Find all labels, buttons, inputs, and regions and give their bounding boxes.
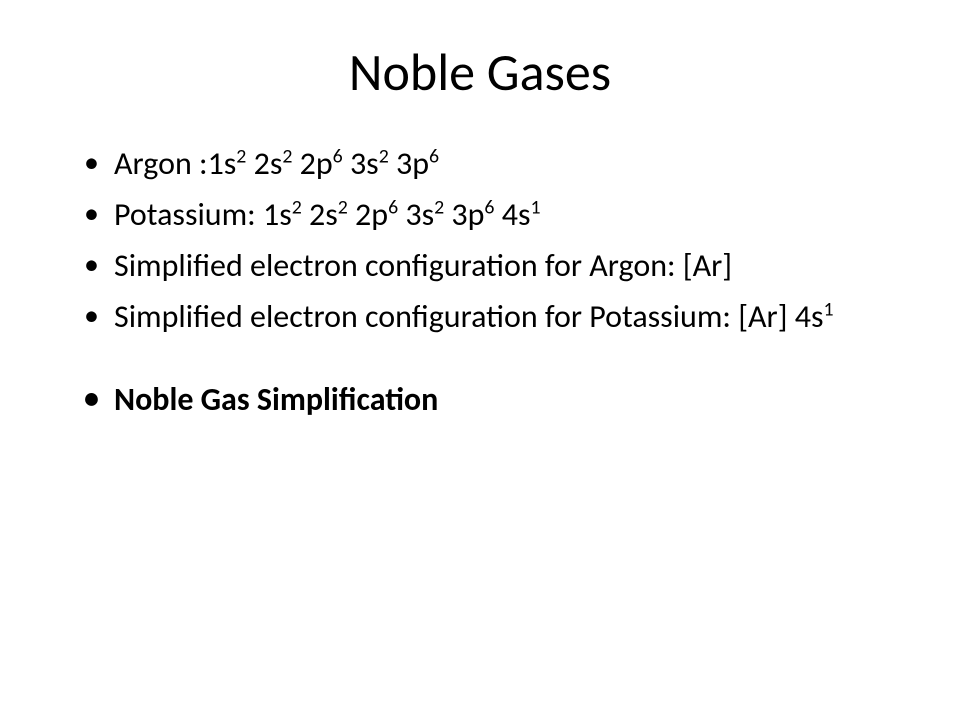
orbital: 3s: [405, 195, 434, 234]
superscript: 6: [388, 195, 398, 219]
orbital: 2p: [300, 144, 333, 183]
orbital: 3s: [350, 144, 379, 183]
superscript: 6: [333, 144, 343, 168]
superscript: 2: [236, 144, 246, 168]
bullet-prefix: Simplified electron configuration for Ar…: [114, 246, 732, 285]
bullet-prefix: Noble Gas Simplification: [114, 380, 438, 419]
bullet-item: Argon :1s2 2s2 2p6 3s2 3p6: [80, 144, 900, 185]
superscript: 2: [292, 195, 302, 219]
bullet-spacer: [80, 348, 900, 380]
bullet-item: Noble Gas Simplification: [80, 380, 900, 421]
bullet-prefix: Simplified electron configuration for Po…: [114, 297, 795, 336]
superscript: 2: [282, 144, 292, 168]
slide: Noble Gases Argon :1s2 2s2 2p6 3s2 3p6Po…: [0, 0, 960, 720]
superscript: 6: [484, 195, 494, 219]
bullet-item: Potassium: 1s2 2s2 2p6 3s2 3p6 4s1: [80, 195, 900, 236]
orbital: 4s: [502, 195, 531, 234]
orbital: 2p: [355, 195, 388, 234]
orbital: 4s: [795, 297, 824, 336]
superscript: 6: [429, 144, 439, 168]
orbital: 2s: [254, 144, 283, 183]
orbital: 1s: [208, 144, 237, 183]
bullet-item: Simplified electron configuration for Ar…: [80, 246, 900, 287]
bullet-list: Argon :1s2 2s2 2p6 3s2 3p6Potassium: 1s2…: [80, 144, 900, 421]
superscript: 1: [823, 297, 833, 321]
slide-title: Noble Gases: [60, 40, 900, 104]
bullet-item: Simplified electron configuration for Po…: [80, 297, 900, 338]
orbital: 2s: [309, 195, 338, 234]
bullet-prefix: Potassium:: [114, 195, 263, 234]
orbital: 3p: [396, 144, 429, 183]
bullet-prefix: Argon :: [114, 144, 208, 183]
superscript: 2: [338, 195, 348, 219]
orbital: 1s: [263, 195, 292, 234]
superscript: 2: [434, 195, 444, 219]
superscript: 2: [379, 144, 389, 168]
orbital: 3p: [451, 195, 484, 234]
superscript: 1: [530, 195, 540, 219]
